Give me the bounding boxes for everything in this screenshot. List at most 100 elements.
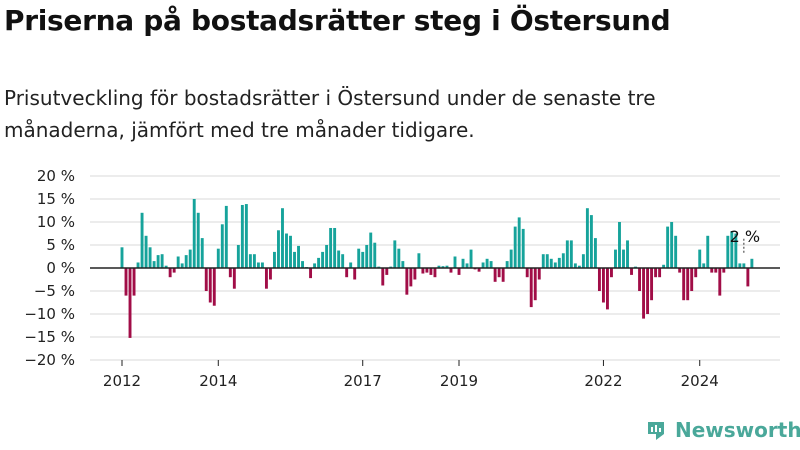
y-tick-label: 20 % xyxy=(37,167,75,185)
bar xyxy=(646,268,650,314)
bar xyxy=(252,254,256,268)
y-tick-label: −20 % xyxy=(24,351,75,369)
annotation: 2 % xyxy=(730,227,760,253)
bar xyxy=(553,262,557,268)
bar xyxy=(365,245,369,268)
bar xyxy=(541,254,545,268)
bar xyxy=(449,268,453,273)
bar xyxy=(521,228,525,268)
bar xyxy=(196,212,200,268)
bar xyxy=(144,235,148,268)
bar xyxy=(425,268,429,273)
bar xyxy=(614,249,617,268)
brand-logo: Newsworthy xyxy=(645,418,800,442)
bar xyxy=(742,263,746,268)
bar xyxy=(337,250,341,268)
bar xyxy=(120,247,124,268)
bar xyxy=(417,253,421,268)
bar xyxy=(702,263,706,268)
bar xyxy=(184,255,188,268)
bar xyxy=(485,258,489,268)
bar xyxy=(204,268,208,291)
bar xyxy=(172,268,176,273)
bar xyxy=(589,215,593,268)
bar xyxy=(714,268,718,273)
bar xyxy=(405,268,409,295)
bar xyxy=(373,242,377,268)
bar xyxy=(626,240,629,268)
bar xyxy=(437,265,441,268)
bar xyxy=(220,224,224,268)
bar xyxy=(353,268,357,280)
bar xyxy=(738,263,742,268)
bar xyxy=(228,268,232,278)
y-tick-label: −5 % xyxy=(34,282,75,300)
bar xyxy=(401,261,405,268)
bar xyxy=(722,268,726,273)
bar xyxy=(164,265,168,268)
bar xyxy=(561,253,565,268)
bar xyxy=(445,265,449,268)
bar xyxy=(160,254,164,268)
bar xyxy=(469,249,473,268)
bar xyxy=(453,256,457,268)
bar xyxy=(397,248,401,268)
bar xyxy=(718,268,722,296)
bar xyxy=(477,268,481,272)
bar xyxy=(341,254,345,268)
y-tick-label: −10 % xyxy=(24,305,75,323)
bar xyxy=(678,268,682,273)
bar xyxy=(168,268,172,278)
x-tick-label: 2012 xyxy=(103,372,141,390)
annotation-label: 2 % xyxy=(730,227,760,246)
y-tick-label: 0 % xyxy=(46,259,75,277)
bar xyxy=(465,263,469,268)
bar xyxy=(317,257,321,268)
bar xyxy=(622,249,625,268)
bar xyxy=(638,268,641,291)
bar xyxy=(200,238,204,268)
bar xyxy=(497,268,501,278)
bar xyxy=(601,268,605,303)
bar xyxy=(293,251,296,268)
bar xyxy=(212,268,216,306)
bar xyxy=(606,268,609,310)
bar xyxy=(244,204,248,268)
bar xyxy=(457,268,461,275)
bar xyxy=(381,268,385,286)
bar xyxy=(264,268,268,289)
bar xyxy=(285,233,288,268)
bar xyxy=(349,262,353,268)
bar xyxy=(734,233,738,268)
bar xyxy=(277,230,280,268)
bar xyxy=(369,232,373,268)
bar xyxy=(581,254,585,268)
bar xyxy=(577,265,581,268)
bar xyxy=(662,264,666,268)
bar xyxy=(493,268,497,282)
bar xyxy=(513,226,517,268)
bar xyxy=(481,262,485,268)
bar xyxy=(501,268,505,282)
bar xyxy=(489,261,493,268)
x-axis: 2012 2014 2017 2019 2022 2024 xyxy=(103,360,719,390)
bar xyxy=(281,208,284,268)
bar xyxy=(273,251,276,268)
bar xyxy=(329,227,333,268)
bar xyxy=(152,261,156,268)
y-tick-label: 5 % xyxy=(46,236,75,254)
bar xyxy=(313,263,317,268)
bar xyxy=(509,249,513,268)
bar xyxy=(529,268,533,308)
bar xyxy=(301,261,304,268)
bar xyxy=(289,235,292,268)
bar xyxy=(642,268,646,319)
bar xyxy=(176,256,180,268)
bar xyxy=(690,268,694,291)
bar xyxy=(321,251,325,268)
bar xyxy=(517,217,521,268)
bar xyxy=(357,248,361,268)
bar xyxy=(618,222,621,268)
bar xyxy=(232,268,236,289)
bar xyxy=(557,257,561,268)
